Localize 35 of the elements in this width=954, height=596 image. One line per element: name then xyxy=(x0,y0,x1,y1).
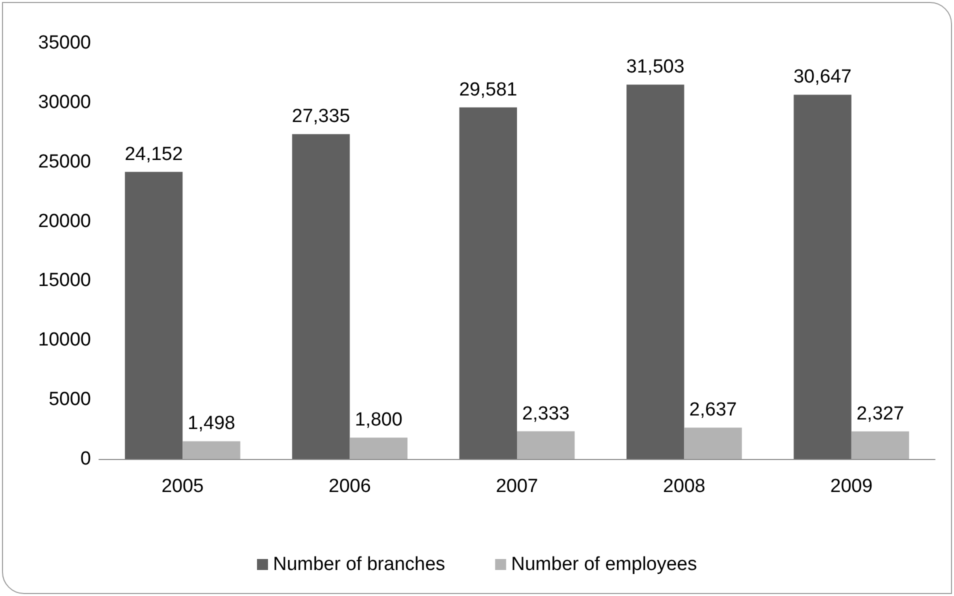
data-label: 27,335 xyxy=(292,106,350,128)
bar xyxy=(459,107,517,459)
data-label: 2,327 xyxy=(856,403,904,424)
legend-label: Number of branches xyxy=(273,554,446,575)
y-tick-label: 20000 xyxy=(38,210,91,232)
bar xyxy=(517,431,575,459)
x-tick-label: 2005 xyxy=(161,476,204,497)
data-label: 31,503 xyxy=(626,56,684,78)
y-tick-label: 0 xyxy=(80,448,91,470)
x-tick-label: 2009 xyxy=(830,476,873,497)
legend-label: Number of employees xyxy=(511,554,698,575)
y-tick-label: 35000 xyxy=(38,32,91,54)
bar xyxy=(684,428,742,459)
x-tick-label: 2008 xyxy=(663,476,706,497)
bar xyxy=(182,441,240,459)
data-label: 24,152 xyxy=(124,144,183,165)
x-tick-label: 2007 xyxy=(496,476,538,497)
data-label: 2,333 xyxy=(522,403,570,424)
y-tick-label: 5000 xyxy=(48,389,91,410)
bar xyxy=(794,94,852,459)
bar xyxy=(851,431,910,459)
bar xyxy=(292,134,350,459)
y-tick-label: 10000 xyxy=(38,330,91,351)
data-label: 30,647 xyxy=(793,66,852,88)
data-label: 29,581 xyxy=(459,79,518,100)
data-label: 1,800 xyxy=(354,410,402,431)
x-tick-label: 2006 xyxy=(328,476,371,497)
bar xyxy=(626,84,684,459)
bar xyxy=(124,172,183,459)
y-tick-label: 30000 xyxy=(38,92,91,113)
bar xyxy=(350,438,408,459)
data-label: 2,637 xyxy=(689,400,737,421)
data-label: 1,498 xyxy=(188,413,236,434)
y-tick-label: 15000 xyxy=(38,270,91,292)
y-tick-label: 25000 xyxy=(38,151,91,172)
